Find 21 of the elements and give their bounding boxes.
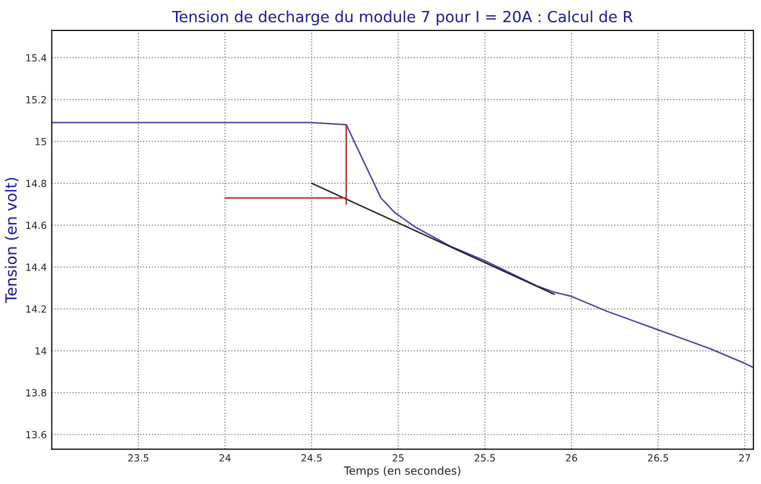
- x-tick-label: 25.5: [474, 454, 495, 462]
- chart-title: Tension de decharge du module 7 pour I = 20A : Calcul de R: [172, 10, 633, 26]
- y-tick-label: 14: [36, 347, 46, 354]
- y-tick-label: 14.2: [26, 305, 46, 313]
- x-tick-label: 25: [392, 454, 404, 462]
- y-tick-label: 15.2: [26, 96, 46, 104]
- y-tick-label: 14.6: [26, 222, 46, 229]
- y-tick-label: 13.6: [26, 430, 46, 438]
- y-tick-label: 15: [36, 138, 46, 146]
- y-tick-label: 15.4: [26, 54, 46, 62]
- x-axis-title: Temps (en secondes): [344, 466, 460, 477]
- y-tick-label: 14.4: [26, 264, 46, 271]
- x-tick-label: 23.5: [128, 454, 148, 462]
- y-axis-title: Tension (en volt): [4, 178, 19, 304]
- x-tick-label: 26.5: [648, 454, 668, 462]
- x-tick-label: 24: [220, 454, 231, 462]
- x-tick-label: 26: [566, 454, 578, 462]
- y-tick-label: 14.8: [26, 180, 46, 188]
- y-tick-label: 13.8: [26, 389, 46, 396]
- x-tick-label: 27: [739, 454, 750, 462]
- x-tick-label: 24.5: [302, 454, 322, 462]
